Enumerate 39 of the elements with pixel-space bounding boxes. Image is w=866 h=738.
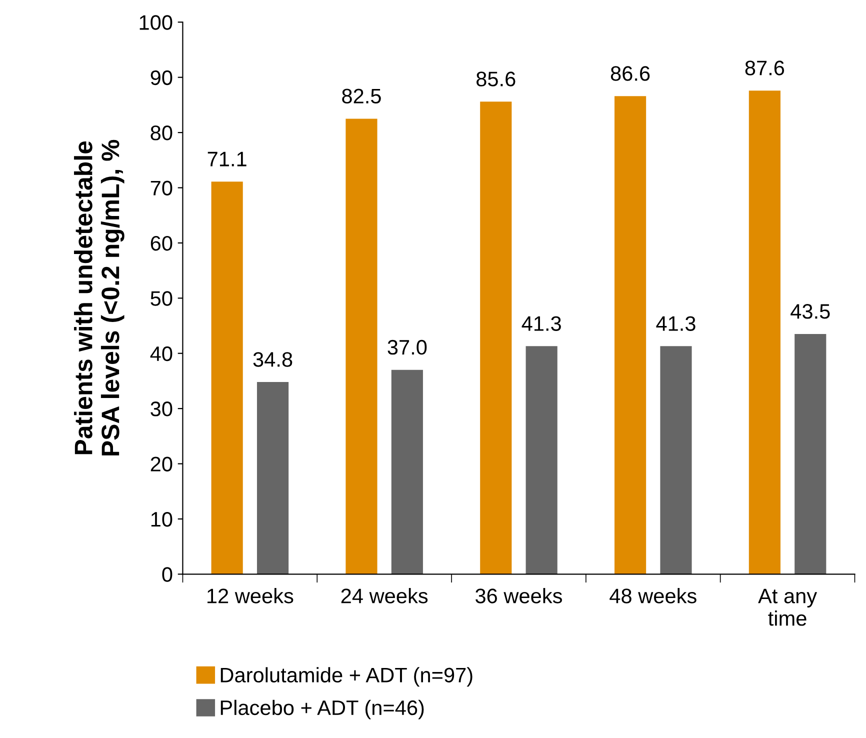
y-axis-title: Patients with undetectable PSA levels (<0.2 ng/mL), %	[74, 140, 124, 456]
x-tick-label: 12 weeks	[208, 588, 294, 604]
bar	[346, 118, 378, 574]
data-label: 86.6	[610, 66, 650, 81]
bar	[480, 102, 512, 574]
y-tick-label: 80	[150, 126, 172, 140]
data-label: 34.8	[253, 352, 292, 367]
bar	[748, 90, 780, 574]
data-label: 82.5	[342, 88, 381, 104]
bar	[614, 96, 646, 574]
x-tick-label: 36 weeks	[476, 588, 562, 604]
legend-label: Darolutamide + ADT (n=97)	[220, 667, 472, 687]
bar	[794, 334, 826, 574]
y-tick-label: 30	[150, 402, 172, 416]
bar	[211, 182, 243, 574]
y-tick-label: 100	[140, 15, 172, 30]
y-tick-label: 20	[150, 456, 172, 472]
bar	[660, 346, 692, 574]
x-tick-label: 48 weeks	[610, 588, 696, 604]
data-label: 87.6	[745, 60, 784, 76]
data-label: 37.0	[388, 340, 427, 355]
data-label: 41.3	[522, 316, 561, 331]
y-tick-label: 0	[162, 567, 172, 582]
y-tick-label: 60	[150, 236, 172, 251]
bar	[526, 346, 558, 574]
y-tick-label: 40	[150, 346, 172, 362]
bar	[256, 382, 289, 574]
data-label: 71.1	[208, 152, 246, 166]
y-tick-label: 10	[151, 512, 172, 527]
bar	[391, 370, 423, 574]
y-tick-label: 50	[150, 291, 172, 306]
legend-label: Placebo + ADT (n=46)	[220, 700, 424, 720]
x-tick-label: 24 weeks	[341, 588, 428, 604]
y-tick-label: 70	[150, 180, 172, 196]
data-label: 43.5	[790, 304, 830, 319]
x-tick-label: At any time	[758, 588, 818, 626]
y-tick-label: 90	[150, 70, 172, 86]
data-label: 85.6	[476, 72, 516, 86]
data-label: 41.3	[656, 316, 696, 331]
